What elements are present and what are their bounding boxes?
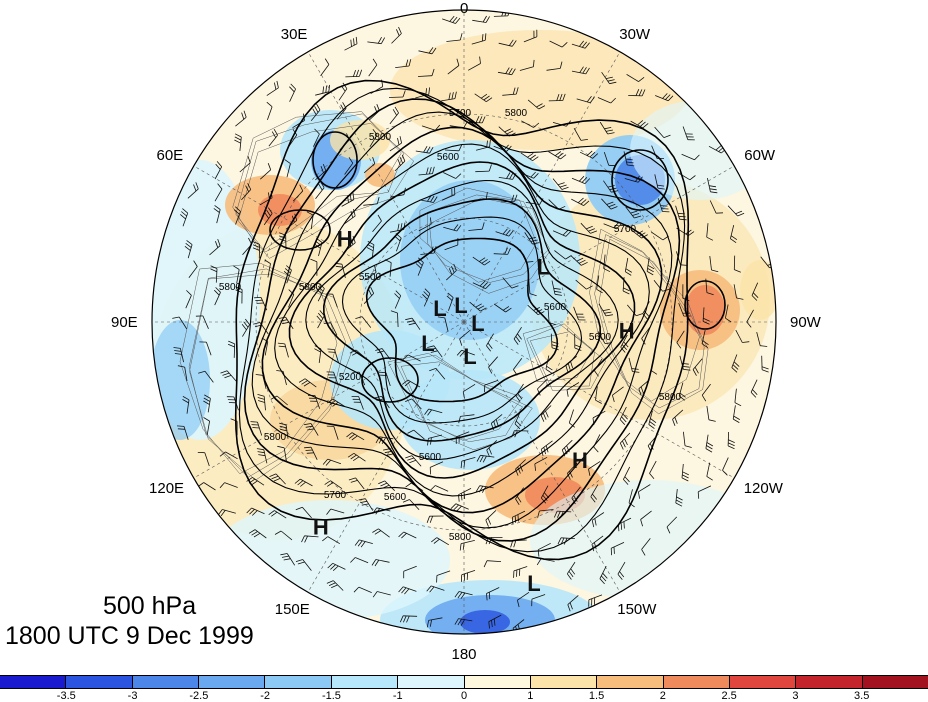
contour-label: 5800 [264, 432, 287, 443]
longitude-label: 90E [111, 313, 138, 331]
longitude-label: 150E [274, 601, 310, 619]
colorbar-tick-label: -1.5 [321, 690, 341, 702]
low-center-label: L [433, 296, 446, 321]
contour-label: 5700 [449, 108, 472, 119]
colorbar-tick-label: 1.5 [588, 690, 605, 702]
contour-label: 5800 [659, 392, 682, 403]
longitude-label: 30E [280, 25, 308, 43]
contour-label: 5800 [369, 132, 392, 143]
colorbar-swatch [0, 676, 67, 688]
colorbar-swatch [663, 676, 730, 688]
low-center-label: L [421, 331, 434, 356]
colorbar-tick-label: -3.5 [56, 690, 76, 702]
colorbar-swatch [331, 676, 399, 688]
low-center-label: L [537, 254, 550, 279]
high-center-label: H [572, 448, 588, 473]
contour-label: 5600 [544, 302, 567, 313]
contour-label: 5600 [384, 492, 407, 503]
high-center-label: H [619, 319, 635, 344]
longitude-label: 30W [619, 25, 651, 43]
contour-label: 5800 [449, 532, 472, 543]
colorbar-tick-label: -3 [127, 690, 138, 702]
low-center-label: L [527, 571, 540, 596]
contour-label: 5600 [589, 332, 612, 343]
colorbar-swatch [398, 676, 465, 688]
height-contours: 5700 5800 5800 5700 5600 5200 5600 5500 5800 5800… [219, 79, 726, 561]
colorbar-tick-label: 3 [792, 690, 799, 702]
colorbar-swatch [530, 676, 598, 688]
colorbar [0, 675, 928, 689]
colorbar-swatch [66, 676, 133, 688]
contour-label: 5800 [299, 282, 322, 293]
colorbar-swatch [265, 676, 332, 688]
contour-label: 5800 [505, 108, 528, 119]
colorbar-tick-label: -2.5 [189, 690, 209, 702]
colorbar-swatch [199, 676, 266, 688]
low-center-label: L [454, 293, 467, 318]
high-center-label: H [313, 515, 329, 540]
colorbar-swatch [796, 676, 863, 688]
colorbar-tick-label: 0 [460, 690, 468, 702]
colorbar-tick-label: 3.5 [854, 690, 870, 702]
colorbar-swatch [862, 676, 928, 688]
colorbar-swatch [597, 676, 664, 688]
colorbar-swatch [729, 676, 797, 688]
longitude-label: 120E [149, 479, 185, 497]
contour-label: 5700 [324, 490, 347, 501]
contour-label: 5500 [359, 272, 382, 283]
longitude-label: 60E [156, 147, 184, 165]
colorbar-swatch [464, 676, 531, 688]
low-center-label: L [463, 344, 476, 369]
contour-label: 5700 [614, 224, 637, 235]
contour-label: 5600 [419, 452, 442, 463]
contour-label: 5200 [339, 372, 362, 383]
longitude-label: 60W [744, 147, 776, 165]
low-center-label: L [471, 311, 484, 336]
contour-label: 5600 [437, 152, 460, 163]
longitude-label: 0 [460, 0, 469, 17]
high-center-label: H [337, 227, 353, 252]
colorbar-tick-label: 2 [659, 690, 666, 702]
map-boundary [151, 9, 777, 635]
contour-label: 5800 [219, 282, 242, 293]
colorbar-tick-label: -1 [392, 690, 403, 702]
longitude-label: 120W [743, 479, 783, 497]
longitude-label: 180 [451, 646, 477, 663]
title-level: 500 hPa [103, 592, 197, 620]
colorbar-tick-label: 1 [527, 690, 534, 702]
longitude-label: 90W [790, 313, 821, 331]
title-time: 1800 UTC 9 Dec 1999 [5, 622, 254, 650]
colorbar-swatch [132, 676, 200, 688]
colorbar-tick-label: -2 [260, 690, 271, 702]
longitude-label: 150W [617, 601, 657, 619]
polar-map: 5700 5800 5800 5700 5600 5200 5600 5500 5800 5800… [151, 9, 777, 635]
colorbar-tick-label: 2.5 [721, 690, 737, 702]
